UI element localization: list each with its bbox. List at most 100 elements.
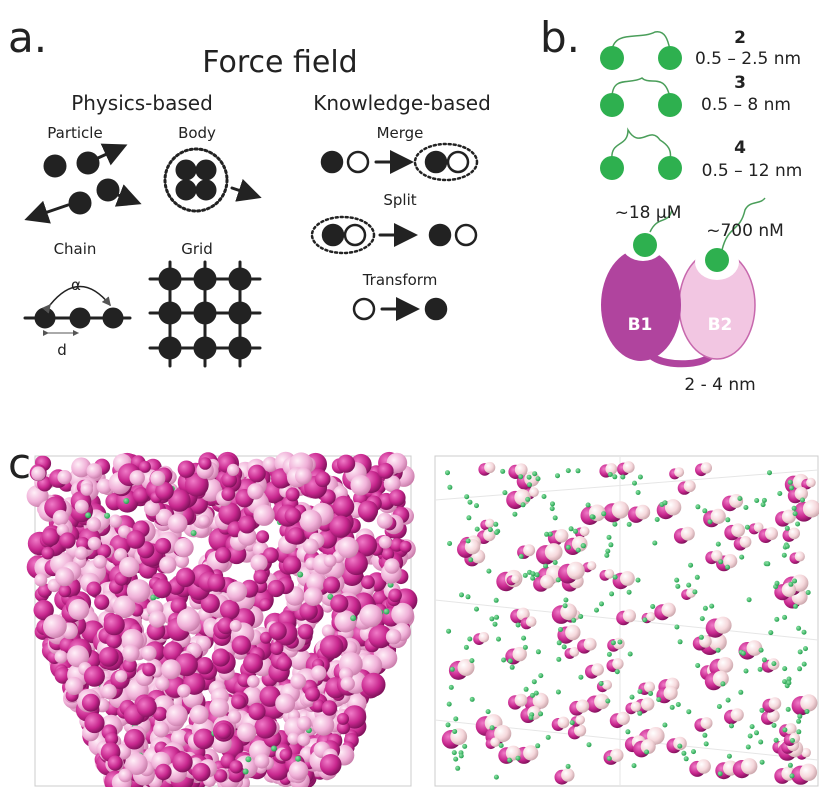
sphere [290, 673, 306, 689]
sphere [620, 475, 625, 480]
sphere [500, 469, 505, 474]
sphere [553, 560, 558, 565]
sphere [674, 625, 679, 630]
sphere [464, 494, 469, 499]
linker-number: 3 [734, 73, 746, 93]
sphere [772, 723, 777, 728]
sphere [546, 735, 551, 740]
sphere [337, 455, 355, 473]
sphere [558, 627, 563, 632]
sphere [474, 607, 479, 612]
domain-label: B2 [708, 315, 733, 335]
sphere [199, 457, 212, 470]
sphere [630, 695, 635, 700]
panel-c: c. [8, 439, 819, 787]
sphere [350, 475, 371, 496]
sphere [695, 504, 700, 509]
heading: Physics-based [71, 91, 213, 115]
sphere [613, 575, 618, 580]
sphere [716, 648, 721, 653]
sphere [400, 541, 412, 553]
sphere [532, 679, 537, 684]
sphere [459, 592, 464, 597]
sphere [108, 756, 123, 771]
sphere [800, 764, 817, 781]
sphere [485, 519, 494, 528]
sphere [269, 622, 287, 640]
sphere [250, 554, 267, 571]
sphere [243, 653, 263, 673]
sphere [521, 502, 526, 507]
sphere [323, 577, 340, 594]
sphere [155, 764, 171, 780]
sphere [521, 636, 526, 641]
sphere [795, 522, 800, 527]
sphere [655, 517, 660, 522]
sphere [697, 759, 711, 773]
sphere [142, 663, 156, 677]
sphere [445, 470, 450, 475]
sphere [725, 565, 730, 570]
sphere [545, 543, 563, 561]
sphere [209, 698, 229, 718]
sphere [496, 637, 501, 642]
sphere [88, 537, 101, 550]
sphere [782, 553, 787, 558]
sphere [361, 575, 375, 589]
sphere [320, 754, 342, 776]
sphere [800, 694, 817, 711]
sphere [119, 557, 139, 577]
linker-range: 0.5 – 12 nm [702, 161, 803, 181]
sphere [516, 756, 521, 761]
sphere [516, 623, 521, 628]
sphere [702, 508, 707, 513]
sphere [245, 756, 251, 762]
sphere [271, 746, 277, 752]
sphere [765, 527, 778, 540]
sphere [305, 687, 320, 702]
sphere [563, 603, 568, 608]
sphere [221, 487, 235, 501]
sphere [511, 574, 520, 583]
sphere [215, 723, 231, 739]
sphere [553, 515, 558, 520]
sphere [623, 609, 636, 622]
sphere [532, 471, 537, 476]
sphere [86, 582, 101, 597]
sphere [695, 575, 700, 580]
sphere [127, 579, 151, 603]
sphere [462, 744, 467, 749]
sphere [747, 597, 752, 602]
sphere [137, 697, 157, 717]
sphere [563, 598, 568, 603]
sphere [594, 608, 599, 613]
sphere [475, 527, 480, 532]
sphere [758, 740, 763, 745]
sphere [486, 709, 491, 714]
sphere [220, 600, 240, 620]
sphere [797, 714, 802, 719]
sphere [247, 675, 260, 688]
sphere [379, 536, 392, 549]
sphere [703, 606, 708, 611]
sphere [152, 579, 171, 598]
sphere [731, 708, 744, 721]
sphere [447, 702, 452, 707]
sphere [446, 722, 451, 727]
sphere [562, 644, 567, 649]
sphere [285, 508, 301, 524]
sphere [561, 768, 574, 781]
sphere [337, 713, 349, 725]
sphere [704, 741, 709, 746]
sphere [637, 711, 642, 716]
affinity: ~700 nM [706, 221, 784, 241]
sphere [362, 673, 386, 697]
sphere [782, 727, 787, 732]
sphere [759, 708, 764, 713]
sphere [617, 712, 630, 725]
sphere [797, 666, 802, 671]
sphere [765, 561, 770, 566]
sphere [270, 642, 283, 655]
sphere [684, 756, 689, 761]
split-icon [312, 217, 476, 253]
